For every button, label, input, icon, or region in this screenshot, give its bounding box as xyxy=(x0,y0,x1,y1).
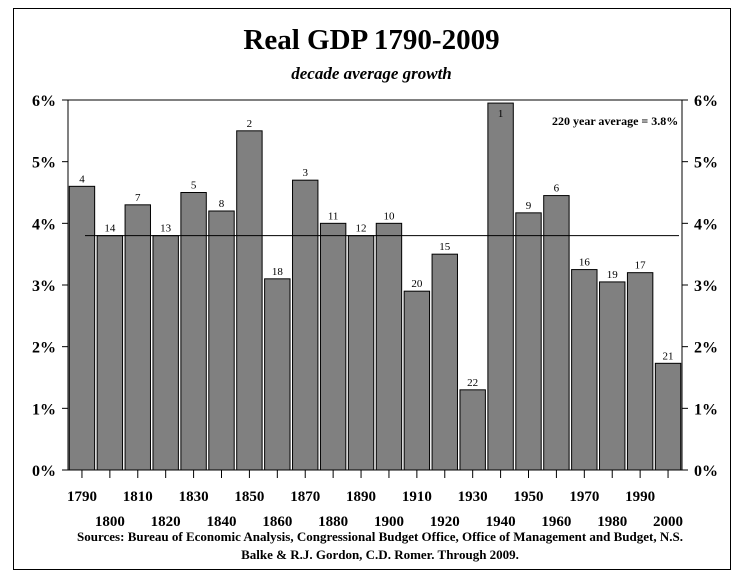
chart-title: Real GDP 1790-2009 xyxy=(243,24,500,56)
bar-1820 xyxy=(152,235,179,471)
y-tick-label-right: 5% xyxy=(694,155,718,172)
x-tick-label-1820: 1820 xyxy=(151,514,181,530)
bar-1960 xyxy=(543,195,570,471)
y-tick-label-right: 6% xyxy=(694,93,718,110)
rank-label-2000: 21 xyxy=(663,350,674,362)
rank-label-1990: 17 xyxy=(635,260,647,272)
x-tick-label-1970: 1970 xyxy=(569,489,599,505)
rank-label-1840: 8 xyxy=(219,198,225,210)
rank-label-1900: 10 xyxy=(383,210,395,222)
bar-1980 xyxy=(599,281,626,471)
rank-label-1850: 2 xyxy=(247,118,253,130)
rank-label-1950: 9 xyxy=(526,200,532,212)
bar-1850 xyxy=(236,130,263,471)
y-tick-label-left: 1% xyxy=(32,401,56,418)
bar-1920 xyxy=(431,253,458,471)
y-tick-label-left: 6% xyxy=(32,93,56,110)
rank-label-1800: 14 xyxy=(104,223,116,235)
bar-1930 xyxy=(459,389,486,471)
x-tick-label-1990: 1990 xyxy=(625,489,655,505)
average-annotation: 220 year average = 3.8% xyxy=(552,114,679,128)
x-tick-label-2000: 2000 xyxy=(653,514,683,530)
sources-note: Sources: Bureau of Economic Analysis, Co… xyxy=(77,529,683,562)
y-tick-label-right: 1% xyxy=(694,401,718,418)
bar-1900 xyxy=(375,222,403,471)
x-tick-label-1930: 1930 xyxy=(458,489,488,505)
x-tick-label-1850: 1850 xyxy=(234,489,264,505)
rank-label-1870: 3 xyxy=(302,167,308,179)
y-tick-label-right: 2% xyxy=(694,340,718,357)
bar-1860 xyxy=(264,278,291,471)
rank-label-1830: 5 xyxy=(191,180,197,192)
bar-1840 xyxy=(208,210,235,471)
x-tick-label-1910: 1910 xyxy=(402,489,432,505)
rank-label-1960: 6 xyxy=(554,183,560,195)
x-tick-label-1890: 1890 xyxy=(346,489,376,505)
y-tick-label-right: 3% xyxy=(694,278,718,295)
rank-label-1920: 15 xyxy=(439,241,451,253)
rank-label-1930: 22 xyxy=(467,377,478,389)
bar-1940 xyxy=(487,102,514,471)
bar-1970 xyxy=(571,269,598,471)
x-tick-label-1810: 1810 xyxy=(123,489,153,505)
rank-label-1880: 11 xyxy=(328,210,339,222)
bar-1880 xyxy=(319,222,347,471)
bar-1950 xyxy=(515,212,542,471)
x-tick-label-1830: 1830 xyxy=(179,489,209,505)
y-tick-label-left: 2% xyxy=(32,340,56,357)
y-tick-label-left: 3% xyxy=(32,278,56,295)
bar-1800 xyxy=(96,235,124,471)
x-tick-label-1960: 1960 xyxy=(541,514,571,530)
rank-label-1810: 7 xyxy=(135,192,141,204)
bar-1910 xyxy=(403,290,431,471)
bar-1830 xyxy=(180,192,207,471)
x-tick-label-1800: 1800 xyxy=(95,514,125,530)
bar-1990 xyxy=(626,272,654,471)
bar-2000 xyxy=(654,362,682,471)
x-tick-label-1790: 1790 xyxy=(67,489,97,505)
bar-1810 xyxy=(124,204,151,471)
bar-1790 xyxy=(68,185,96,471)
bar-1870 xyxy=(292,179,319,471)
x-tick-label-1940: 1940 xyxy=(486,514,516,530)
x-tick-label-1880: 1880 xyxy=(318,514,348,530)
rank-label-1970: 16 xyxy=(579,257,591,269)
y-tick-label-left: 5% xyxy=(32,155,56,172)
x-tick-label-1950: 1950 xyxy=(514,489,544,505)
rank-label-1790: 4 xyxy=(79,173,85,185)
x-tick-label-1980: 1980 xyxy=(597,514,627,530)
y-tick-label-left: 4% xyxy=(32,216,56,233)
x-tick-label-1870: 1870 xyxy=(290,489,320,505)
x-tick-label-1900: 1900 xyxy=(374,514,404,530)
y-tick-label-right: 0% xyxy=(694,463,718,480)
y-tick-label-right: 4% xyxy=(694,216,718,233)
rank-label-1860: 18 xyxy=(272,266,284,278)
y-tick-label-left: 0% xyxy=(32,463,56,480)
rank-label-1890: 12 xyxy=(356,223,367,235)
x-tick-label-1840: 1840 xyxy=(207,514,237,530)
chart-subtitle: decade average growth xyxy=(291,64,452,83)
x-tick-label-1860: 1860 xyxy=(262,514,292,530)
x-tick-label-1920: 1920 xyxy=(430,514,460,530)
rank-label-1940: 1 xyxy=(498,108,504,120)
rank-label-1820: 13 xyxy=(160,223,172,235)
bar-1890 xyxy=(347,235,375,471)
rank-label-1980: 19 xyxy=(607,269,619,281)
rank-label-1910: 20 xyxy=(411,278,423,290)
